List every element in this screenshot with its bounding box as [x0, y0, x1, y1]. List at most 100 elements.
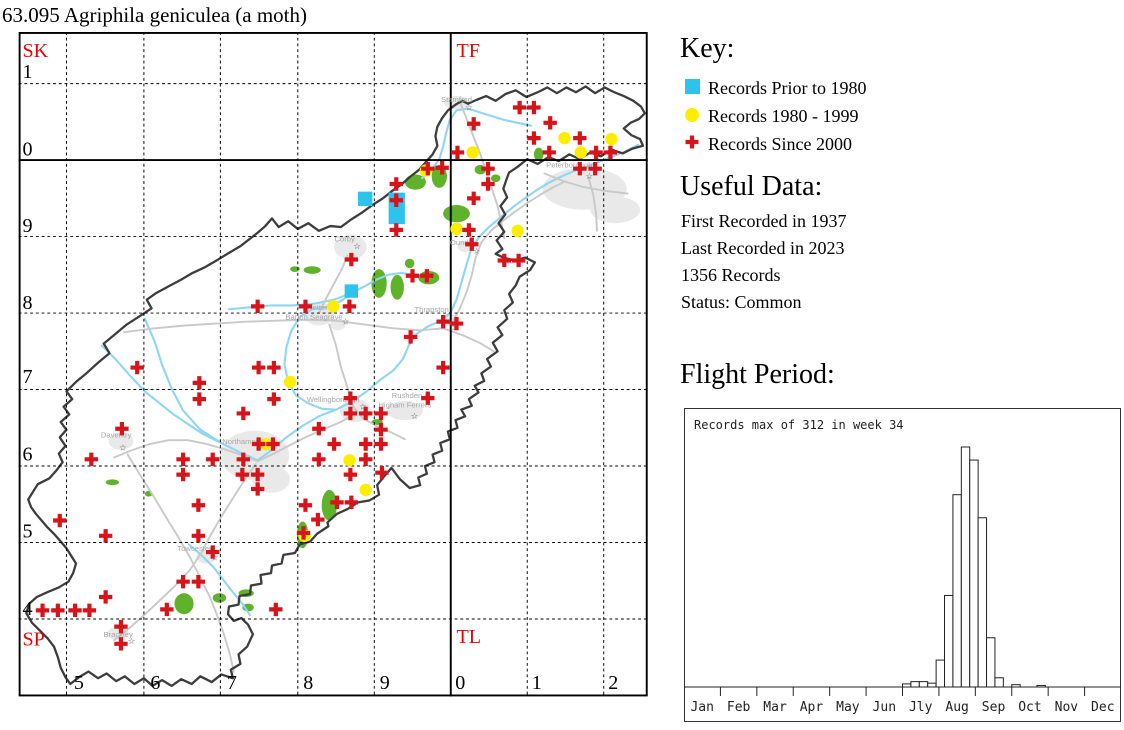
pre-1980-record-marker [358, 191, 373, 206]
since-2000-record-marker [343, 467, 358, 482]
since-2000-record-marker [450, 145, 465, 160]
town-star-icon: ☆ [342, 318, 350, 328]
since-2000-record-marker [160, 602, 174, 617]
easting-label: 0 [455, 672, 465, 694]
since-2000-record-marker [176, 467, 190, 482]
since-2000-record-marker [421, 162, 435, 176]
month-label: Oct [1018, 700, 1041, 715]
since-2000-record-marker [543, 116, 557, 130]
since-2000-record-marker [497, 253, 511, 268]
grid-letter: TF [456, 40, 479, 62]
since-2000-record-marker [527, 100, 541, 115]
since-2000-record-marker [192, 392, 207, 406]
grid-letter: SP [22, 629, 44, 651]
since-2000-record-marker [389, 193, 403, 207]
town-label: Higham Ferrers [378, 401, 431, 410]
since-2000-record-marker [82, 603, 97, 618]
since-2000-record-marker [235, 467, 250, 482]
northing-label: 1 [22, 61, 32, 83]
since-2000-record-marker [389, 177, 403, 191]
since-2000-record-marker [542, 145, 556, 160]
since-2000-record-marker [251, 360, 266, 375]
week-bar [969, 459, 979, 688]
since-2000-record-marker [114, 619, 128, 634]
town-star-icon: ☆ [119, 444, 127, 454]
since-2000-record-marker [358, 406, 373, 421]
easting-label: 1 [532, 672, 542, 694]
northing-label: 4 [22, 598, 32, 620]
month-label: Jly [909, 700, 933, 715]
1980-1999-record-marker [260, 437, 273, 451]
since-2000-record-marker [405, 269, 420, 283]
since-2000-record-marker [375, 466, 389, 480]
since-2000-record-marker [481, 177, 495, 191]
key-item-prior-1980: Records Prior to 1980 [684, 74, 866, 102]
status-line: Status: Common [681, 292, 802, 312]
flight-period-chart: Records max of 312 in week 34 Jan Feb Mar Ap… [684, 408, 1121, 722]
records-1980-1999-circle-icon [684, 106, 700, 127]
easting-label: 5 [74, 672, 84, 694]
since-2000-record-marker [467, 191, 481, 206]
town-label: Daventry [101, 430, 132, 439]
town-star-icon: ☆ [586, 172, 594, 182]
since-2000-record-marker [192, 376, 207, 390]
town-label: Oundle [450, 238, 475, 247]
town-star-icon: ☆ [411, 412, 419, 422]
key-legend: Records Prior to 1980 Records 1980 - 199… [684, 74, 866, 158]
town-label: Barton Seagrave [285, 313, 342, 322]
week-bar [960, 446, 971, 688]
since-2000-record-marker [191, 498, 206, 512]
town-label: Thrapston [414, 305, 448, 314]
since-2000-record-marker [573, 131, 587, 145]
town-label: Stamford [441, 95, 472, 104]
since-2000-record-marker [298, 498, 313, 512]
since-2000-record-marker [462, 223, 476, 237]
since-2000-record-marker [358, 437, 373, 451]
easting-label: 6 [150, 672, 160, 694]
since-2000-record-marker [343, 391, 358, 405]
town-label: Towcester [177, 544, 212, 553]
month-label: Aug [945, 700, 968, 715]
roads [113, 101, 629, 673]
chart-annotation: Records max of 312 in week 34 [694, 418, 904, 432]
town-label: Corby [334, 234, 355, 243]
since-2000-record-marker [344, 252, 359, 267]
easting-label: 9 [380, 672, 390, 694]
week-bar [994, 677, 1004, 688]
since-2000-record-marker [115, 422, 129, 436]
week-bar [910, 681, 920, 688]
town-star-icon: ☆ [465, 103, 473, 113]
grid-letter: SK [22, 40, 48, 62]
month-label: Jun [873, 700, 896, 715]
since-2000-record-marker [191, 529, 206, 543]
northing-label: 9 [22, 215, 32, 237]
town-label: Northampton [222, 437, 266, 446]
since-2000-record-marker [342, 299, 357, 314]
prior-1980-square-icon [684, 78, 700, 99]
since-2000-record-marker [236, 406, 251, 421]
month-label: Mar [763, 700, 787, 715]
1980-1999-record-marker [343, 454, 356, 467]
week-bar [927, 682, 937, 688]
easting-label: 7 [227, 672, 237, 694]
first-recorded-line: First Recorded in 1937 [681, 211, 847, 231]
week-bar [977, 517, 988, 688]
1980-1999-record-marker [558, 131, 571, 145]
grid-letters: SK TF SP TL [22, 40, 481, 651]
northing-label: 0 [22, 138, 32, 160]
since-2000-record-marker [421, 391, 435, 405]
distribution-map: ☆Stamford☆Peterborough☆Corby☆Oundle☆Kett… [18, 32, 648, 697]
since-2000-record-marker [51, 603, 65, 618]
since-2000-record-marker [436, 360, 450, 375]
county-boundary [25, 85, 646, 688]
1980-1999-record-marker [450, 222, 463, 236]
since-2000-record-marker [206, 452, 220, 467]
key-heading: Key: [680, 33, 735, 64]
since-2000-record-marker [436, 314, 450, 329]
month-label: Dec [1091, 700, 1114, 715]
since-2000-record-marker [98, 529, 113, 543]
town-label: Peterborough [546, 161, 592, 170]
1980-1999-record-marker [283, 375, 297, 389]
